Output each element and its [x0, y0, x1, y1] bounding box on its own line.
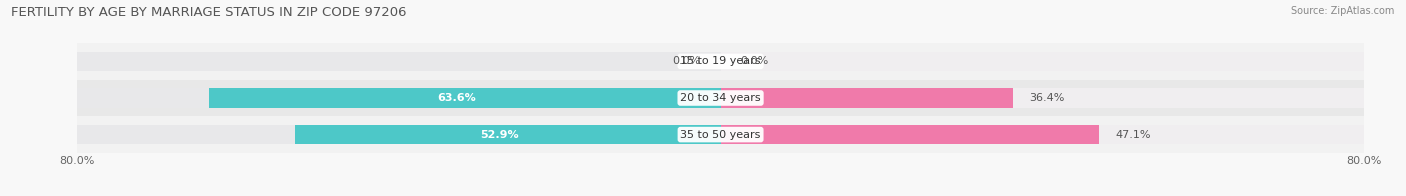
Bar [721, 88, 1364, 108]
Bar [77, 88, 721, 108]
Text: Source: ZipAtlas.com: Source: ZipAtlas.com [1291, 6, 1395, 16]
Bar [295, 125, 721, 144]
Bar [77, 80, 1364, 116]
Text: 0.0%: 0.0% [741, 56, 769, 66]
Text: 47.1%: 47.1% [1115, 130, 1152, 140]
Text: 20 to 34 years: 20 to 34 years [681, 93, 761, 103]
Text: FERTILITY BY AGE BY MARRIAGE STATUS IN ZIP CODE 97206: FERTILITY BY AGE BY MARRIAGE STATUS IN Z… [11, 6, 406, 19]
Bar [77, 43, 1364, 80]
Text: 15 to 19 years: 15 to 19 years [681, 56, 761, 66]
Text: 0.0%: 0.0% [672, 56, 700, 66]
Bar [209, 88, 721, 108]
Bar [77, 125, 721, 144]
Bar [721, 125, 1099, 144]
Text: 36.4%: 36.4% [1029, 93, 1064, 103]
Bar [721, 125, 1364, 144]
Text: 52.9%: 52.9% [481, 130, 519, 140]
Text: 35 to 50 years: 35 to 50 years [681, 130, 761, 140]
Bar [77, 52, 721, 71]
Text: 63.6%: 63.6% [437, 93, 477, 103]
Bar [721, 88, 1014, 108]
Bar [721, 52, 1364, 71]
Bar [77, 116, 1364, 153]
